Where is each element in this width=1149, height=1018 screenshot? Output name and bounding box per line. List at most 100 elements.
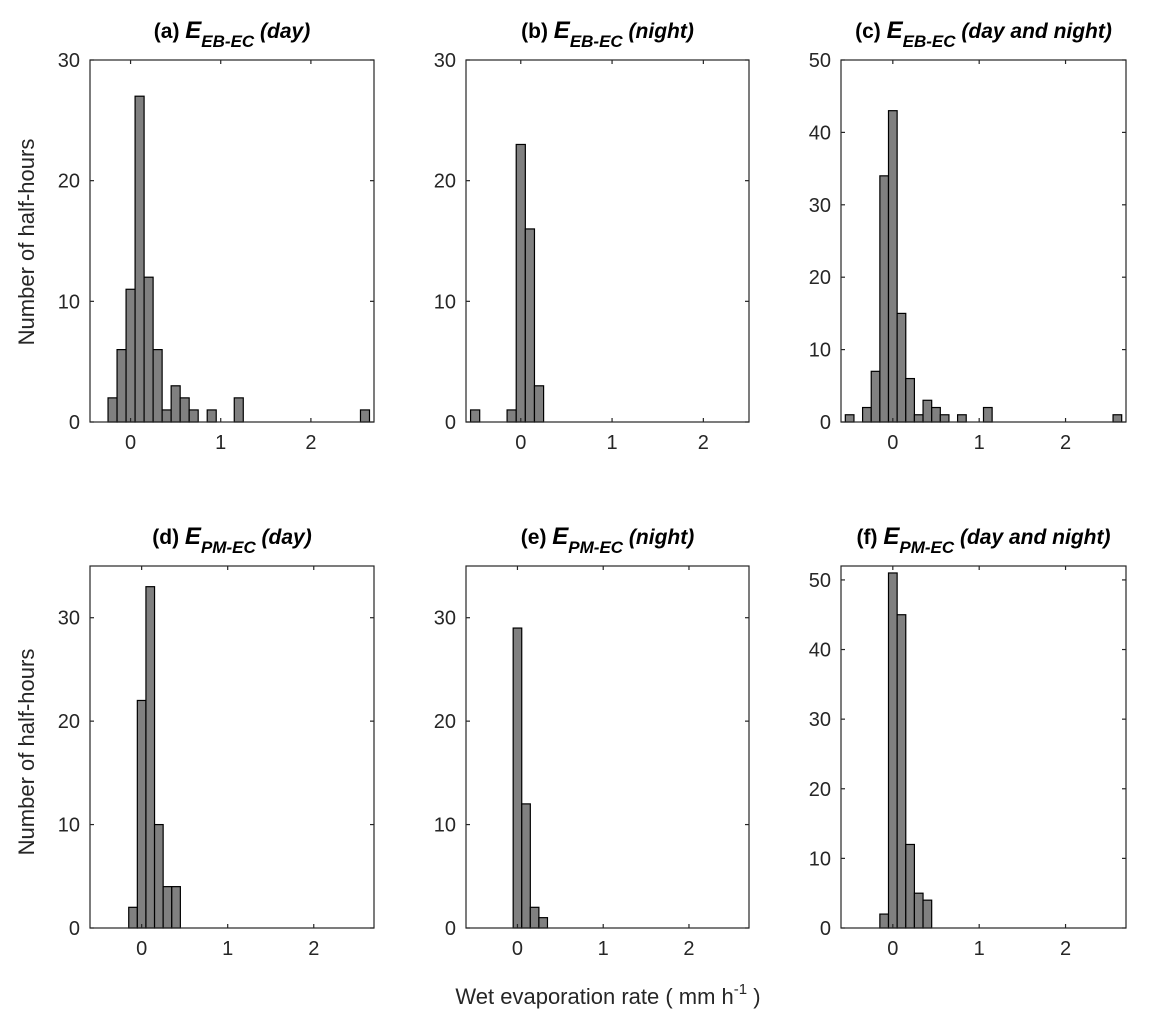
x-tick-label: 2 xyxy=(683,938,694,960)
histogram-bar xyxy=(128,906,138,929)
histogram-bar xyxy=(359,409,371,423)
histogram-bar xyxy=(922,899,933,929)
histogram-bar xyxy=(125,288,136,423)
histogram-bar xyxy=(179,397,190,423)
y-tick-label: 30 xyxy=(58,608,80,630)
histogram-bar xyxy=(939,414,950,423)
x-tick-label: 2 xyxy=(1060,432,1071,454)
panel-title-label: (c) xyxy=(855,20,887,43)
panel-title-condition: (day) xyxy=(256,526,312,549)
histogram-bar xyxy=(152,349,163,423)
histogram-bar xyxy=(524,228,536,423)
panel-title-variable: E xyxy=(887,17,904,44)
histogram-bar xyxy=(161,409,172,423)
y-tick-label: 10 xyxy=(809,340,831,362)
histogram-bar xyxy=(913,892,924,929)
y-tick-label: 50 xyxy=(809,50,831,72)
histogram-bar xyxy=(521,803,531,929)
histogram-bar xyxy=(879,175,890,423)
x-tick-label: 1 xyxy=(222,938,233,960)
axes-frame xyxy=(840,565,1127,929)
x-tick-label: 2 xyxy=(698,432,709,454)
panel-title-label: (e) xyxy=(521,526,553,549)
y-tick-label: 10 xyxy=(58,291,80,313)
x-axis-label-superscript: -1 xyxy=(734,981,747,998)
x-axis-label: Wet evaporation rate ( mm h-1 ) xyxy=(455,981,760,1009)
histogram-bar xyxy=(844,414,855,423)
histogram-bar xyxy=(861,406,872,423)
histogram-bar xyxy=(913,414,924,423)
histogram-bar xyxy=(896,312,907,423)
histogram-bar xyxy=(529,906,540,929)
x-tick-label: 2 xyxy=(305,432,316,454)
x-tick-label: 1 xyxy=(598,938,609,960)
panel-title-subscript: PM-EC xyxy=(201,538,257,557)
histogram-bar xyxy=(982,406,993,423)
histogram-bar xyxy=(188,409,199,423)
histogram-bar xyxy=(107,397,118,423)
y-tick-label: 40 xyxy=(809,122,831,144)
x-tick-label: 0 xyxy=(125,432,136,454)
histogram-bar xyxy=(145,586,156,929)
axes-frame xyxy=(89,565,375,929)
histogram-bar xyxy=(533,385,545,423)
y-tick-label: 0 xyxy=(820,412,831,434)
panel-title: (c) EEB-EC (day and night) xyxy=(855,17,1112,51)
panel-title-condition: (day) xyxy=(254,20,310,43)
y-tick-label: 20 xyxy=(58,171,80,193)
panel-title-label: (b) xyxy=(521,20,554,43)
histogram-bar xyxy=(134,95,145,423)
y-tick-label: 10 xyxy=(58,815,80,837)
histogram-bar xyxy=(515,143,526,423)
y-tick-label: 20 xyxy=(809,779,831,801)
y-tick-label: 20 xyxy=(58,711,80,733)
panel-title: (b) EEB-EC (night) xyxy=(521,17,694,51)
histogram-bar xyxy=(1112,414,1123,423)
y-tick-label: 30 xyxy=(434,50,456,72)
axes-frame xyxy=(465,59,750,423)
histogram-bar xyxy=(956,414,967,423)
panel-title-subscript: PM-EC xyxy=(568,538,624,557)
x-tick-label: 2 xyxy=(1060,938,1071,960)
x-axis-label-end: ) xyxy=(747,984,760,1009)
histogram-bar xyxy=(153,823,164,929)
y-tick-label: 10 xyxy=(434,815,456,837)
panel-title-variable: E xyxy=(554,17,571,44)
y-tick-label: 0 xyxy=(69,412,80,434)
panel-title-variable: E xyxy=(883,523,900,550)
histogram-bar xyxy=(931,406,941,423)
histogram-bar xyxy=(116,349,127,423)
histogram-bar xyxy=(206,409,217,423)
y-tick-label: 0 xyxy=(445,918,456,940)
x-tick-label: 1 xyxy=(215,432,226,454)
histogram-bar xyxy=(922,399,933,423)
histogram-bar xyxy=(512,627,523,929)
y-axis-label-bottom: Number of half-hours xyxy=(14,649,39,856)
y-tick-label: 10 xyxy=(809,848,831,870)
panel-title-subscript: EB-EC xyxy=(570,32,624,51)
panel-title-variable: E xyxy=(185,17,202,44)
histogram-bar xyxy=(162,886,173,929)
y-tick-label: 0 xyxy=(69,918,80,940)
y-tick-label: 20 xyxy=(809,267,831,289)
x-tick-label: 0 xyxy=(515,432,526,454)
y-tick-label: 30 xyxy=(809,709,831,731)
panel-title-variable: E xyxy=(185,523,202,550)
panel-title-condition: (day and night) xyxy=(956,20,1112,43)
histogram-bar xyxy=(469,409,481,423)
histogram-bar xyxy=(905,377,916,423)
histogram-bar xyxy=(879,913,890,929)
x-tick-label: 1 xyxy=(974,938,985,960)
histogram-bar xyxy=(538,917,549,929)
y-tick-label: 30 xyxy=(809,195,831,217)
x-axis-label-main: Wet evaporation rate ( mm h xyxy=(455,984,733,1009)
histogram-bar xyxy=(905,843,916,929)
panel-title-subscript: EB-EC xyxy=(201,32,255,51)
histogram-bar xyxy=(170,385,181,423)
panel-title-subscript: EB-EC xyxy=(903,32,957,51)
y-tick-label: 10 xyxy=(434,291,456,313)
